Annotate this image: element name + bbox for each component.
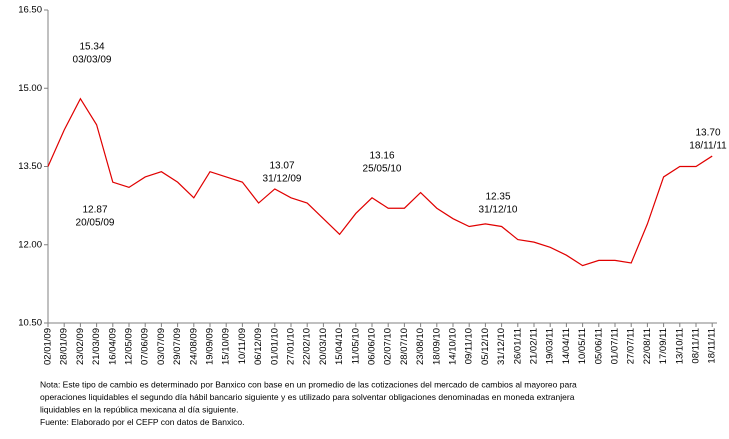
x-tick-label: 10/11/09 [237,328,248,364]
y-tick-label: 13.50 [18,161,42,172]
x-tick-label: 11/05/10 [350,328,361,364]
x-tick-label: 26/01/11 [512,328,523,364]
x-tick-label: 18/11/11 [707,328,718,364]
x-tick-label: 22/08/11 [642,328,653,364]
note: operaciones liquidables el segundo día h… [40,392,575,402]
annotation-value: 13.16 [369,151,394,162]
x-tick-label: 06/12/09 [253,328,264,365]
annotation-value: 12.87 [82,205,107,216]
x-tick-label: 17/09/11 [658,328,669,364]
x-tick-label: 14/10/10 [448,328,459,365]
x-tick-label: 29/07/09 [172,328,183,365]
x-tick-label: 19/09/09 [205,328,216,365]
x-tick-label: 18/09/10 [431,328,442,365]
annotation-date: 03/03/09 [73,55,112,66]
x-tick-label: 20/03/10 [318,328,329,365]
x-tick-label: 05/06/11 [593,328,604,364]
annotation-date: 31/12/09 [263,174,302,185]
x-tick-label: 28/07/10 [399,328,410,365]
x-tick-label: 02/01/09 [43,328,54,365]
x-tick-label: 12/05/09 [124,328,135,365]
x-tick-label: 03/07/09 [156,328,167,365]
annotation-date: 25/05/10 [363,164,402,175]
x-tick-label: 13/10/11 [674,328,685,364]
x-tick-label: 22/02/10 [302,328,313,365]
x-tick-label: 27/01/10 [286,328,297,365]
series-line [47,97,713,267]
annotation-date: 20/05/09 [76,218,115,229]
x-tick-label: 23/02/09 [75,328,86,365]
annotation-date: 18/11/11 [689,141,727,152]
x-tick-label: 14/04/11 [561,328,572,364]
x-tick-label: 01/01/10 [269,328,280,365]
x-tick-label: 06/06/10 [367,328,378,365]
y-tick-label: 15.00 [18,83,42,94]
x-tick-label: 15/04/10 [334,328,345,365]
x-tick-label: 05/12/10 [480,328,491,365]
x-tick-label: 09/11/10 [464,328,475,364]
x-tick-label: 21/03/09 [91,328,102,365]
x-tick-label: 19/03/11 [545,328,556,364]
annotation-date: 31/12/10 [479,205,518,216]
x-tick-label: 01/07/11 [610,328,621,364]
annotation-value: 12.35 [485,192,510,203]
x-tick-label: 24/08/09 [188,328,199,365]
note: liquidables en la república mexicana al … [40,404,238,414]
note: Nota: Este tipo de cambio es determinado… [40,379,577,389]
x-tick-label: 15/10/09 [221,328,232,365]
x-tick-label: 07/06/09 [140,328,151,365]
y-tick-label: 12.00 [18,239,42,250]
x-tick-label: 08/11/11 [691,328,702,364]
annotation-value: 15.34 [79,42,104,53]
x-tick-label: 21/02/11 [529,328,540,364]
y-tick-label: 10.50 [18,318,42,329]
x-tick-label: 16/04/09 [107,328,118,365]
x-tick-label: 02/07/10 [383,328,394,365]
x-tick-label: 31/12/10 [496,328,507,365]
x-tick-label: 28/01/09 [59,328,70,365]
annotation-value: 13.70 [695,128,720,139]
annotation-value: 13.07 [269,161,294,172]
x-tick-label: 10/05/11 [577,328,588,364]
x-tick-label: 27/07/11 [626,328,637,364]
y-tick-label: 16.50 [18,5,42,16]
note: Fuente: Elaborado por el CEFP con datos … [40,417,244,427]
x-tick-label: 23/08/10 [415,328,426,365]
